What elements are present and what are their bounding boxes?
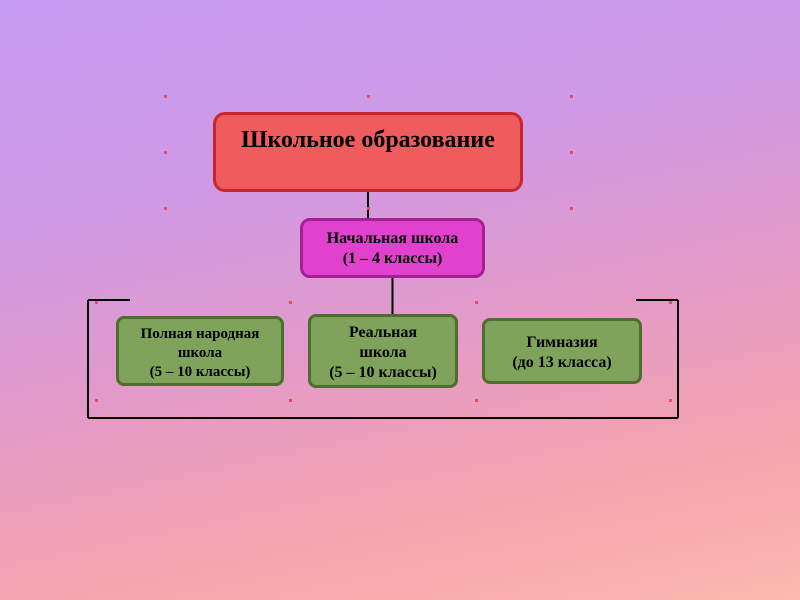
node-leaf_volks-line-0: Полная народная [141,325,260,344]
selection-handle [570,207,573,210]
node-primary: Начальная школа(1 – 4 классы) [300,218,485,278]
selection-handle [95,399,98,402]
selection-handle [367,207,370,210]
selection-handle [164,207,167,210]
selection-handle [164,151,167,154]
selection-handle [669,301,672,304]
selection-handle [164,95,167,98]
selection-handle [475,399,478,402]
node-leaf_gym-line-0: Гимназия [526,333,597,353]
selection-handle [669,399,672,402]
node-leaf_real-line-2: (5 – 10 классы) [329,363,437,383]
selection-handle [289,399,292,402]
connectors-layer [0,0,800,600]
diagram-stage: Школьное образование Начальная школа(1 – … [0,0,800,600]
node-primary-line-0: Начальная школа [327,229,459,249]
selection-handle [95,301,98,304]
selection-handle [367,95,370,98]
selection-handle [570,95,573,98]
selection-handle [475,301,478,304]
node-root-line-0: Школьное образование [241,125,495,155]
node-root: Школьное образование [213,112,523,192]
node-leaf_gym-line-1: (до 13 класса) [512,353,611,373]
node-leaf_real-line-1: школа [359,343,406,363]
node-leaf_volks: Полная народнаяшкола(5 – 10 классы) [116,316,284,386]
selection-handle [570,151,573,154]
node-leaf_volks-line-1: школа [178,344,222,363]
node-leaf_volks-line-2: (5 – 10 классы) [150,363,251,382]
node-primary-line-1: (1 – 4 классы) [343,249,443,269]
node-leaf_real-line-0: Реальная [349,323,417,343]
selection-handle [289,301,292,304]
node-leaf_real: Реальнаяшкола(5 – 10 классы) [308,314,458,388]
node-leaf_gym: Гимназия(до 13 класса) [482,318,642,384]
